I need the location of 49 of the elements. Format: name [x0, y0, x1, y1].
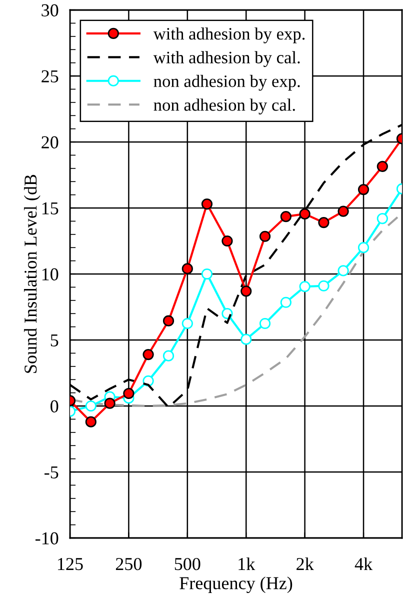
x-tick-label: 125: [58, 558, 83, 570]
point: [222, 235, 233, 247]
x-tick-label: 250: [116, 558, 142, 570]
point: [280, 296, 292, 308]
point: [299, 280, 310, 292]
point: [162, 315, 174, 326]
point: [182, 263, 193, 274]
point: [358, 242, 370, 254]
point: [318, 280, 330, 292]
y-tick-label: 15: [42, 202, 58, 214]
legend-label: with adhesion by cal.: [153, 51, 300, 67]
x-tick-label: 2k: [296, 557, 314, 570]
point: [182, 318, 193, 330]
y-tick-label: 0: [50, 400, 58, 412]
y-tick-label: 5: [50, 334, 58, 346]
point: [338, 265, 349, 276]
y-tick-label: 20: [42, 136, 58, 148]
x-tick-label: 4k: [354, 557, 373, 570]
y-axis-title: Sound Insulation Level (dB: [24, 174, 40, 373]
point: [376, 213, 388, 224]
y-tick-label: 25: [42, 70, 58, 82]
x-tick-label: 1k: [238, 557, 256, 570]
legend-label: non adhesion by exp.: [154, 74, 300, 91]
x-axis-title: Frequency (Hz): [180, 576, 292, 594]
point: [299, 208, 310, 220]
point: [338, 206, 349, 217]
point: [358, 184, 370, 196]
point: [142, 348, 154, 360]
point: [123, 388, 134, 400]
point: [280, 211, 292, 222]
point: [240, 334, 252, 345]
legend-label: non adhesion by cal.: [154, 98, 295, 114]
point: [259, 230, 271, 242]
point: [201, 198, 213, 210]
point: [85, 400, 96, 412]
point: [240, 286, 252, 297]
point: [318, 216, 330, 228]
point: [376, 160, 388, 172]
point: [104, 398, 116, 409]
y-tick-label: 10: [42, 268, 58, 280]
point: [259, 318, 271, 330]
point: [162, 350, 174, 362]
x-tick-label: 500: [174, 558, 200, 570]
y-tick-label: 30: [42, 4, 58, 16]
point: [85, 416, 96, 428]
y-tick-label: -5: [44, 466, 58, 478]
point: [201, 268, 213, 280]
legend-label: with adhesion by exp.: [153, 27, 305, 44]
y-tick-label: -10: [35, 532, 58, 544]
